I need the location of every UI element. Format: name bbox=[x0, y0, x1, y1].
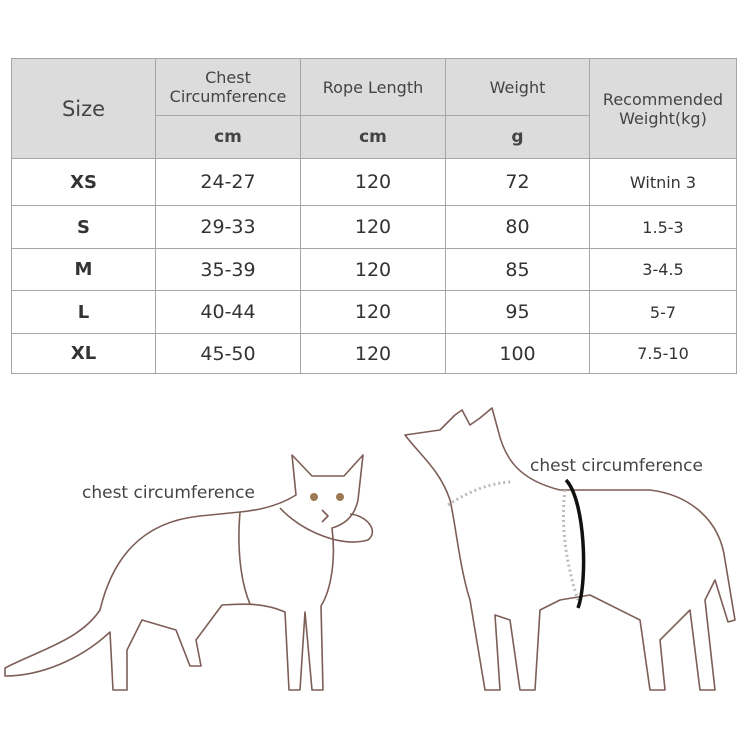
table-cell: 3-4.5 bbox=[589, 248, 737, 291]
table-cell: XL bbox=[11, 333, 156, 374]
table-cell: 1.5-3 bbox=[589, 205, 737, 249]
size-row: S 29-33 120 80 1.5-3 bbox=[11, 205, 737, 249]
dog-label: chest circumference bbox=[530, 456, 703, 476]
size-row: M 35-39 120 85 3-4.5 bbox=[11, 248, 737, 291]
table-cell: 7.5-10 bbox=[589, 333, 737, 374]
size-table: Size Chest Circumference Rope Length Wei… bbox=[11, 58, 737, 374]
table-cell: 80 bbox=[445, 205, 590, 249]
unit-cell: g bbox=[445, 115, 590, 159]
table-cell: 35-39 bbox=[155, 248, 301, 291]
unit-cell: cm bbox=[155, 115, 301, 159]
table-cell: 120 bbox=[300, 205, 446, 249]
table-cell: 45-50 bbox=[155, 333, 301, 374]
table-cell: 120 bbox=[300, 248, 446, 291]
table-cell: 72 bbox=[445, 158, 590, 206]
header-row: Size Chest Circumference Rope Length Wei… bbox=[11, 58, 737, 159]
dog-drawing bbox=[404, 407, 736, 691]
table-cell: 120 bbox=[300, 158, 446, 206]
size-row: L 40-44 120 95 5-7 bbox=[11, 290, 737, 334]
table-cell: 29-33 bbox=[155, 205, 301, 249]
table-cell: 85 bbox=[445, 248, 590, 291]
table-cell: 100 bbox=[445, 333, 590, 374]
table-cell: 120 bbox=[300, 290, 446, 334]
table-cell: Witnin 3 bbox=[589, 158, 737, 206]
header-cell: Weight bbox=[445, 58, 590, 116]
size-row: XL 45-50 120 100 7.5-10 bbox=[11, 333, 737, 374]
table-cell: L bbox=[11, 290, 156, 334]
table-cell: 24-27 bbox=[155, 158, 301, 206]
cat-drawing bbox=[4, 454, 374, 691]
unit-row: cm cm g bbox=[12, 115, 737, 159]
table-cell: S bbox=[11, 205, 156, 249]
header-cell: Recommended Weight(kg) bbox=[589, 58, 737, 159]
table-body: XS 24-27 120 72 Witnin 3 S 29-33 120 80 1.5-3 M 35-… bbox=[11, 158, 737, 374]
cat-label: chest circumference bbox=[82, 483, 255, 503]
unit-cell: cm bbox=[300, 115, 446, 159]
header-cell: Rope Length bbox=[300, 58, 446, 116]
illustrations: chest circumference chest circumference bbox=[4, 407, 736, 691]
table-cell: 5-7 bbox=[589, 290, 737, 334]
header-cell: Size bbox=[11, 58, 156, 159]
header-cell: Chest Circumference bbox=[155, 58, 301, 116]
table-cell: XS bbox=[11, 158, 156, 206]
table-cell: 40-44 bbox=[155, 290, 301, 334]
size-row: XS 24-27 120 72 Witnin 3 bbox=[11, 158, 737, 206]
table-cell: 120 bbox=[300, 333, 446, 374]
table-cell: M bbox=[11, 248, 156, 291]
table-cell: 95 bbox=[445, 290, 590, 334]
